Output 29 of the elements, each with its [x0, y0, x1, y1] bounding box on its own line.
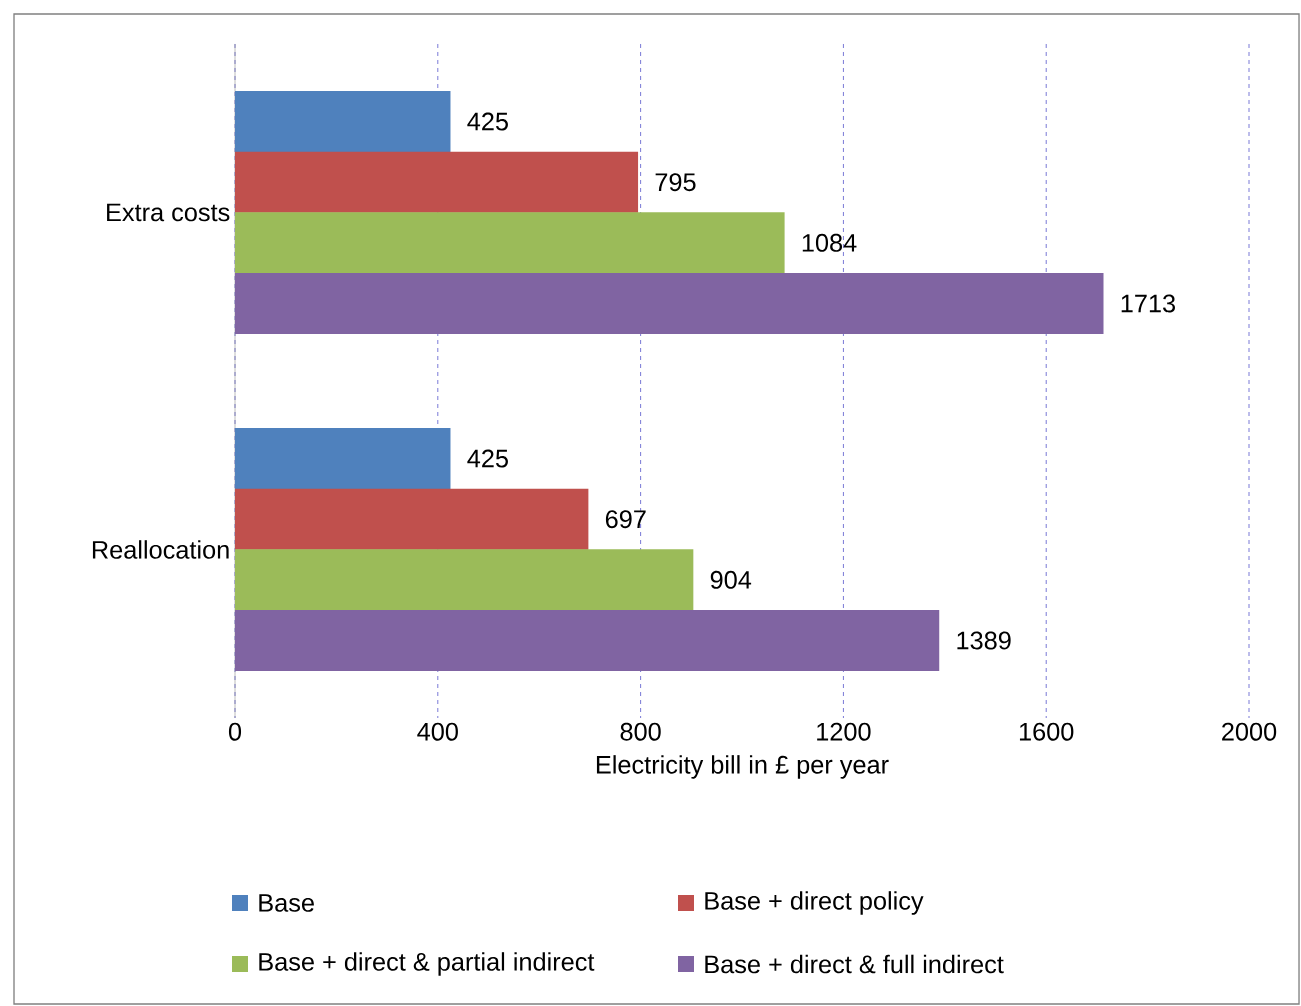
legend-label: Base + direct policy — [705, 891, 924, 915]
bar — [235, 609, 940, 671]
x-tick-label: 800 — [620, 722, 661, 741]
legend-label: Base + direct & full indirect — [705, 954, 1004, 974]
data-label: 425 — [467, 112, 508, 131]
y-tick-label: Extra costs — [107, 203, 230, 222]
x-tick-label: 0 — [228, 722, 242, 741]
data-label: 795 — [655, 173, 696, 192]
data-label: 1084 — [802, 233, 857, 252]
bar — [235, 549, 694, 611]
legend-label: Base + direct & partial indirect — [259, 952, 595, 976]
bar — [235, 212, 785, 274]
bar — [235, 488, 589, 550]
x-tick-label: 1600 — [1019, 722, 1074, 741]
bar — [235, 272, 1104, 334]
x-tick-label: 400 — [417, 722, 458, 741]
data-label: 1713 — [1121, 294, 1175, 313]
x-tick-label: 2000 — [1222, 722, 1277, 741]
data-label: 904 — [710, 570, 752, 589]
y-tick-label: Reallocation — [92, 540, 229, 559]
bar — [235, 91, 451, 153]
data-label: 697 — [605, 510, 646, 529]
legend-label: Base — [259, 894, 314, 912]
bar — [235, 151, 639, 213]
data-label: 1389 — [957, 631, 1011, 650]
x-axis-title: Electricity bill in £ per year — [596, 755, 889, 779]
x-tick-label: 1200 — [817, 722, 871, 741]
data-label: 425 — [467, 449, 508, 468]
bar — [235, 428, 451, 490]
